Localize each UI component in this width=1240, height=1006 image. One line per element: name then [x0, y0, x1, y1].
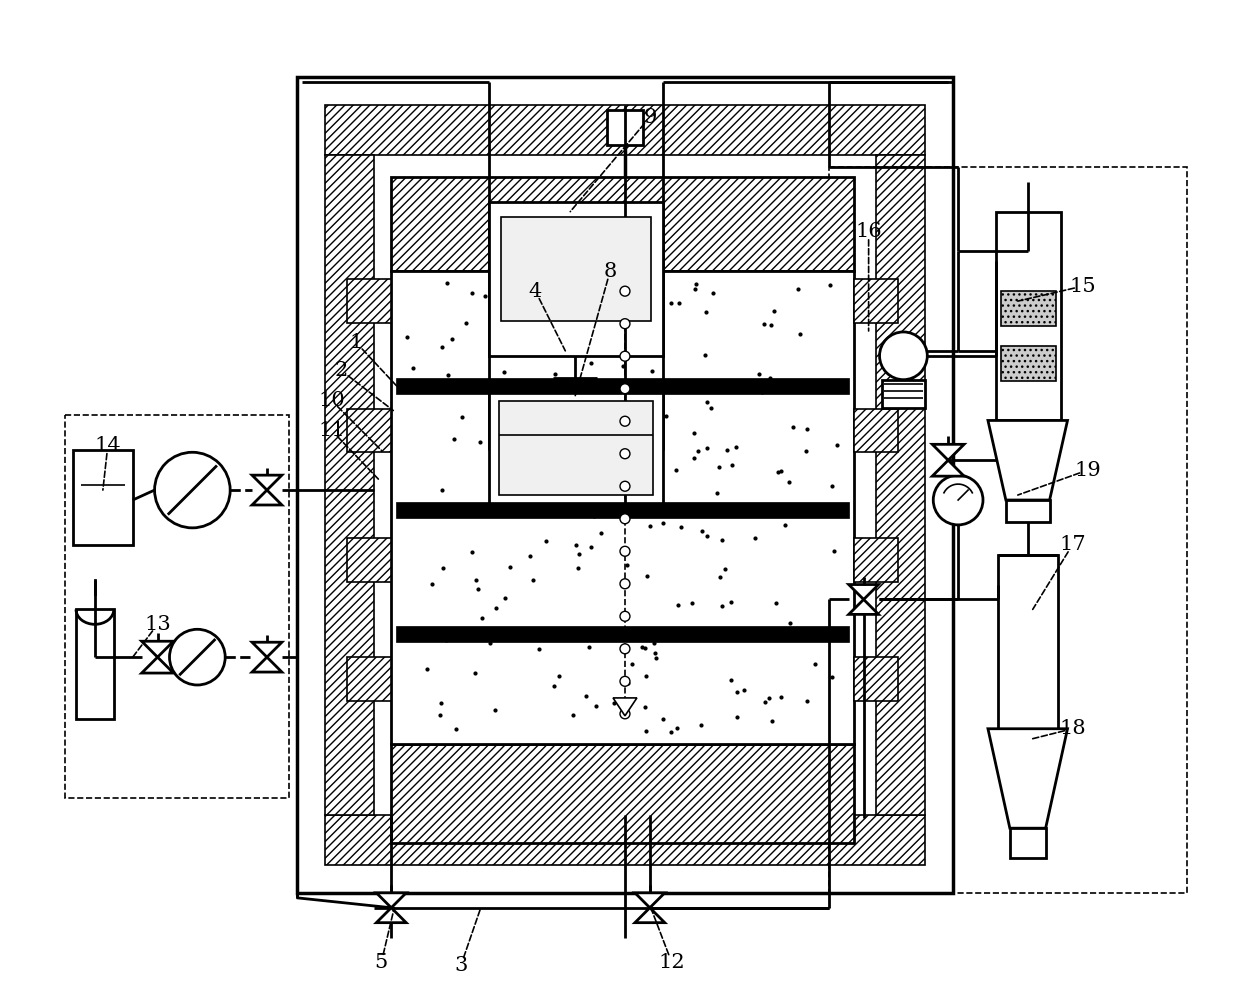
Bar — [828, 167, 1187, 893]
Text: 14: 14 — [94, 436, 122, 455]
Text: 16: 16 — [856, 222, 882, 241]
Bar — [392, 272, 853, 743]
Bar — [346, 657, 392, 701]
Bar — [346, 408, 392, 453]
Circle shape — [620, 286, 630, 296]
Text: 17: 17 — [1059, 535, 1086, 554]
Circle shape — [620, 578, 630, 589]
Bar — [392, 177, 853, 272]
Circle shape — [170, 630, 226, 685]
Circle shape — [620, 351, 630, 361]
Circle shape — [934, 475, 983, 525]
Text: 12: 12 — [658, 953, 684, 972]
Circle shape — [620, 676, 630, 686]
Bar — [76, 610, 114, 719]
Text: 2: 2 — [335, 361, 348, 380]
Text: 3: 3 — [454, 956, 467, 975]
Polygon shape — [141, 657, 174, 673]
Bar — [998, 554, 1058, 728]
Text: 11: 11 — [319, 421, 345, 440]
Polygon shape — [252, 490, 281, 505]
Bar — [392, 743, 853, 843]
Bar — [489, 385, 662, 515]
Polygon shape — [635, 893, 665, 907]
Text: 9: 9 — [644, 108, 656, 127]
Bar — [325, 155, 374, 815]
Bar — [1009, 828, 1045, 858]
Circle shape — [620, 644, 630, 654]
Polygon shape — [932, 460, 963, 476]
Bar — [875, 155, 925, 815]
Bar — [608, 111, 642, 145]
Text: 18: 18 — [1059, 719, 1086, 738]
Bar — [1001, 291, 1055, 326]
Bar — [296, 77, 954, 893]
Bar — [501, 216, 651, 321]
Bar — [1001, 346, 1055, 380]
Polygon shape — [377, 893, 407, 907]
Bar — [853, 657, 899, 701]
Bar — [397, 502, 848, 518]
Polygon shape — [848, 584, 879, 600]
Bar — [853, 408, 899, 453]
Text: 4: 4 — [528, 282, 542, 301]
Text: 8: 8 — [604, 262, 616, 281]
Polygon shape — [141, 641, 174, 657]
Bar — [882, 379, 925, 407]
Bar — [853, 538, 899, 581]
Bar — [73, 451, 133, 545]
Text: 1: 1 — [350, 333, 363, 352]
Circle shape — [879, 332, 928, 379]
Bar — [346, 280, 392, 323]
Polygon shape — [635, 907, 665, 923]
Text: 5: 5 — [374, 953, 388, 972]
Bar — [64, 415, 289, 799]
Polygon shape — [252, 642, 281, 657]
Bar — [325, 106, 925, 155]
Text: 15: 15 — [1069, 277, 1096, 296]
Polygon shape — [252, 475, 281, 490]
Circle shape — [620, 449, 630, 459]
Circle shape — [620, 709, 630, 719]
Bar — [397, 377, 848, 393]
Polygon shape — [252, 657, 281, 672]
Circle shape — [620, 319, 630, 329]
Circle shape — [620, 612, 630, 622]
Text: 19: 19 — [1074, 461, 1101, 480]
Circle shape — [620, 481, 630, 491]
Text: 10: 10 — [319, 391, 345, 410]
Polygon shape — [988, 728, 1068, 828]
Bar — [397, 627, 848, 642]
Bar — [853, 280, 899, 323]
Text: 13: 13 — [144, 615, 171, 634]
Circle shape — [620, 383, 630, 393]
Polygon shape — [377, 907, 407, 923]
Circle shape — [620, 416, 630, 427]
Polygon shape — [848, 600, 879, 615]
Polygon shape — [613, 698, 637, 716]
Circle shape — [620, 546, 630, 556]
Circle shape — [620, 514, 630, 524]
Bar — [325, 815, 925, 865]
Bar — [489, 201, 662, 356]
Circle shape — [155, 453, 231, 528]
Polygon shape — [932, 445, 963, 460]
Bar — [1006, 500, 1049, 522]
Bar — [996, 211, 1060, 421]
Polygon shape — [988, 421, 1068, 500]
Bar — [498, 400, 652, 495]
Bar — [346, 538, 392, 581]
